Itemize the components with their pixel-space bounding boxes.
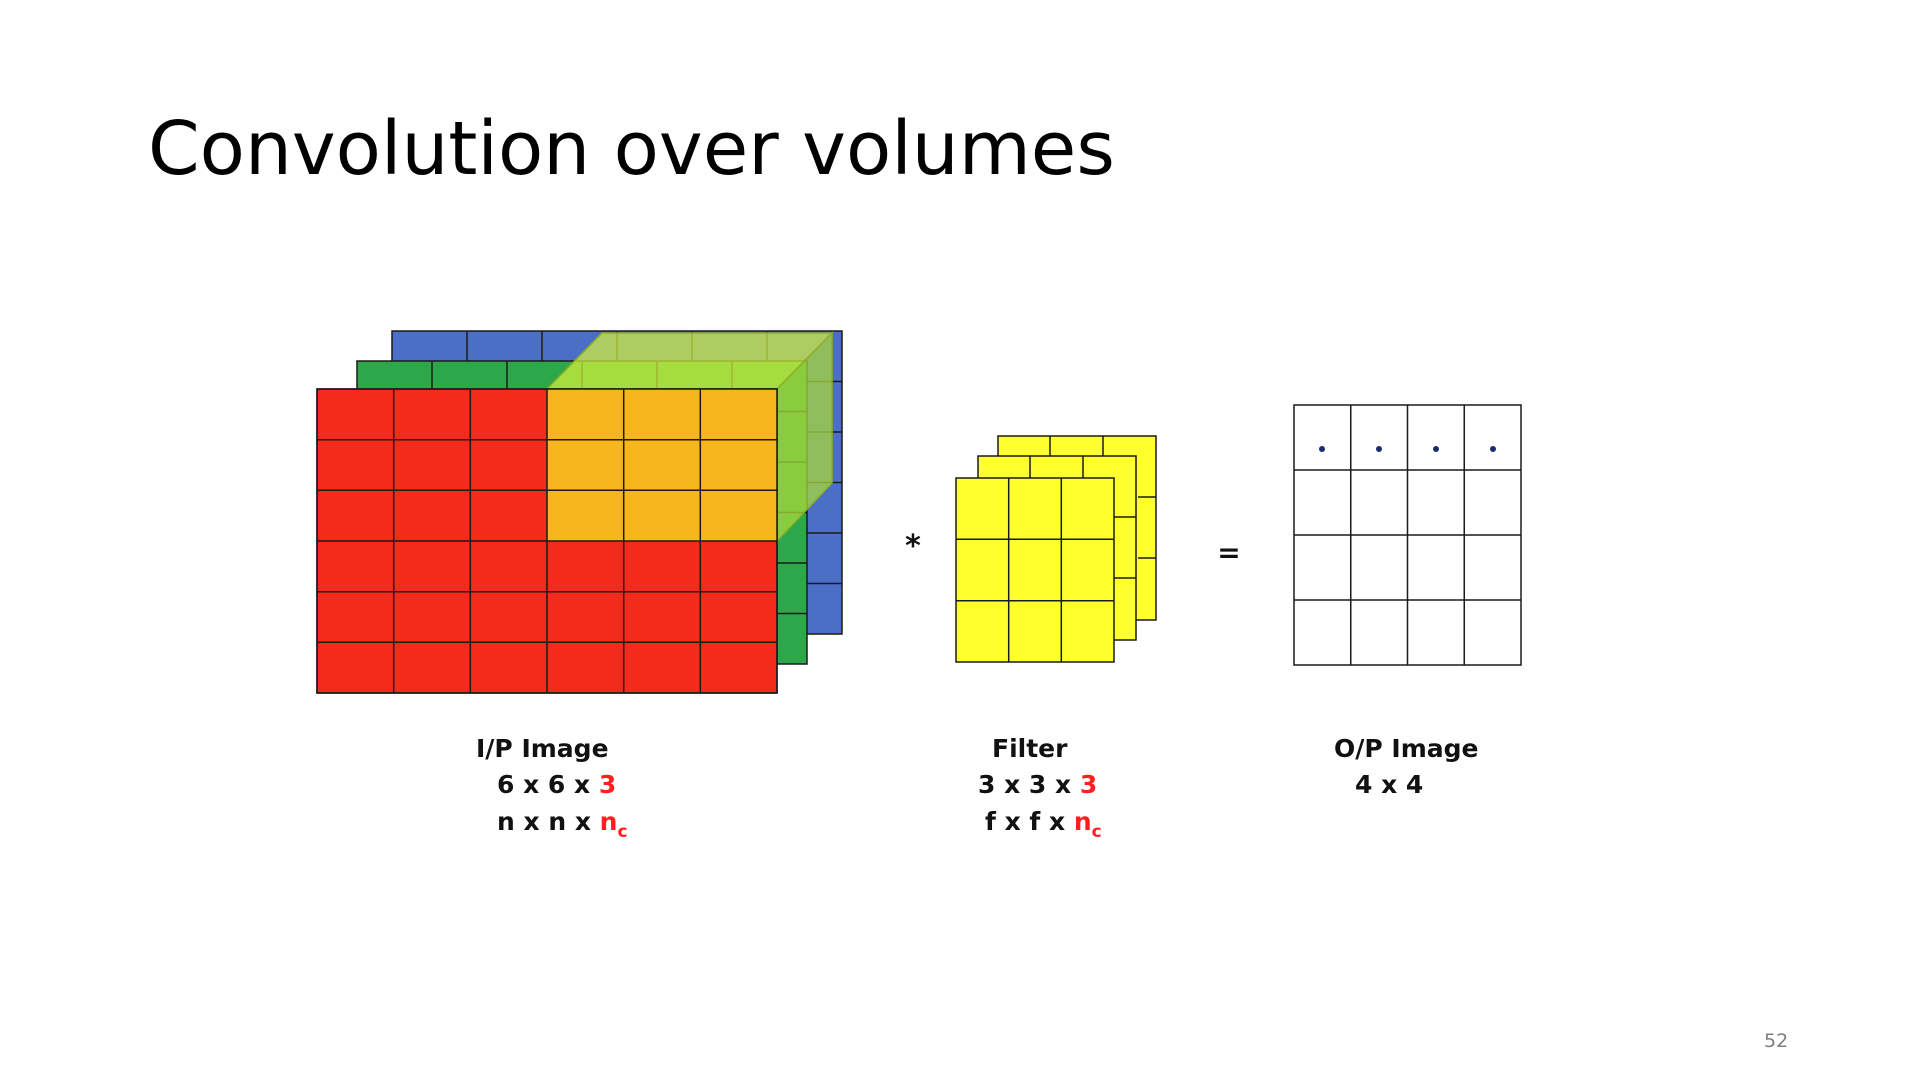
filter-dims-numeric-channels: 3 xyxy=(1079,770,1098,799)
input-dims-symbolic-channels: n xyxy=(599,807,618,836)
filter-dims-symbolic: f x f x nc xyxy=(985,807,1102,841)
output-dot xyxy=(1490,446,1496,452)
input-label: I/P Image xyxy=(476,734,609,763)
filter-layer-front xyxy=(955,477,1115,663)
output-dots xyxy=(1319,446,1496,452)
filter-dims-numeric-prefix: 3 x 3 x xyxy=(978,770,1080,799)
input-channel-red xyxy=(316,388,778,694)
filter-volume xyxy=(955,435,1157,663)
filter-dims-symbolic-channels-sub: c xyxy=(1091,822,1102,842)
highlight-front-face xyxy=(547,389,777,541)
input-dims-numeric-prefix: 6 x 6 x xyxy=(497,770,599,799)
filter-dims-symbolic-channels: n xyxy=(1073,807,1092,836)
output-dims: 4 x 4 xyxy=(1355,770,1424,799)
output-label: O/P Image xyxy=(1334,734,1479,763)
input-dims-symbolic: n x n x nc xyxy=(497,807,628,841)
output-dot xyxy=(1433,446,1439,452)
input-volume xyxy=(316,330,843,694)
filter-label: Filter xyxy=(992,734,1068,763)
filter-dims-symbolic-prefix: f x f x xyxy=(985,807,1074,836)
input-dims-numeric-channels: 3 xyxy=(598,770,617,799)
convolve-operator: * xyxy=(905,529,921,564)
output-grid xyxy=(1293,404,1522,666)
page-number: 52 xyxy=(1764,1030,1789,1052)
output-dot xyxy=(1376,446,1382,452)
input-dims-symbolic-prefix: n x n x xyxy=(497,807,600,836)
input-dims-numeric: 6 x 6 x 3 xyxy=(497,772,616,797)
filter-dims-numeric: 3 x 3 x 3 xyxy=(978,772,1097,797)
output-dot xyxy=(1319,446,1325,452)
input-dims-symbolic-channels-sub: c xyxy=(617,822,628,842)
slide-title: Convolution over volumes xyxy=(148,106,1115,192)
equals-operator: = xyxy=(1217,536,1240,569)
